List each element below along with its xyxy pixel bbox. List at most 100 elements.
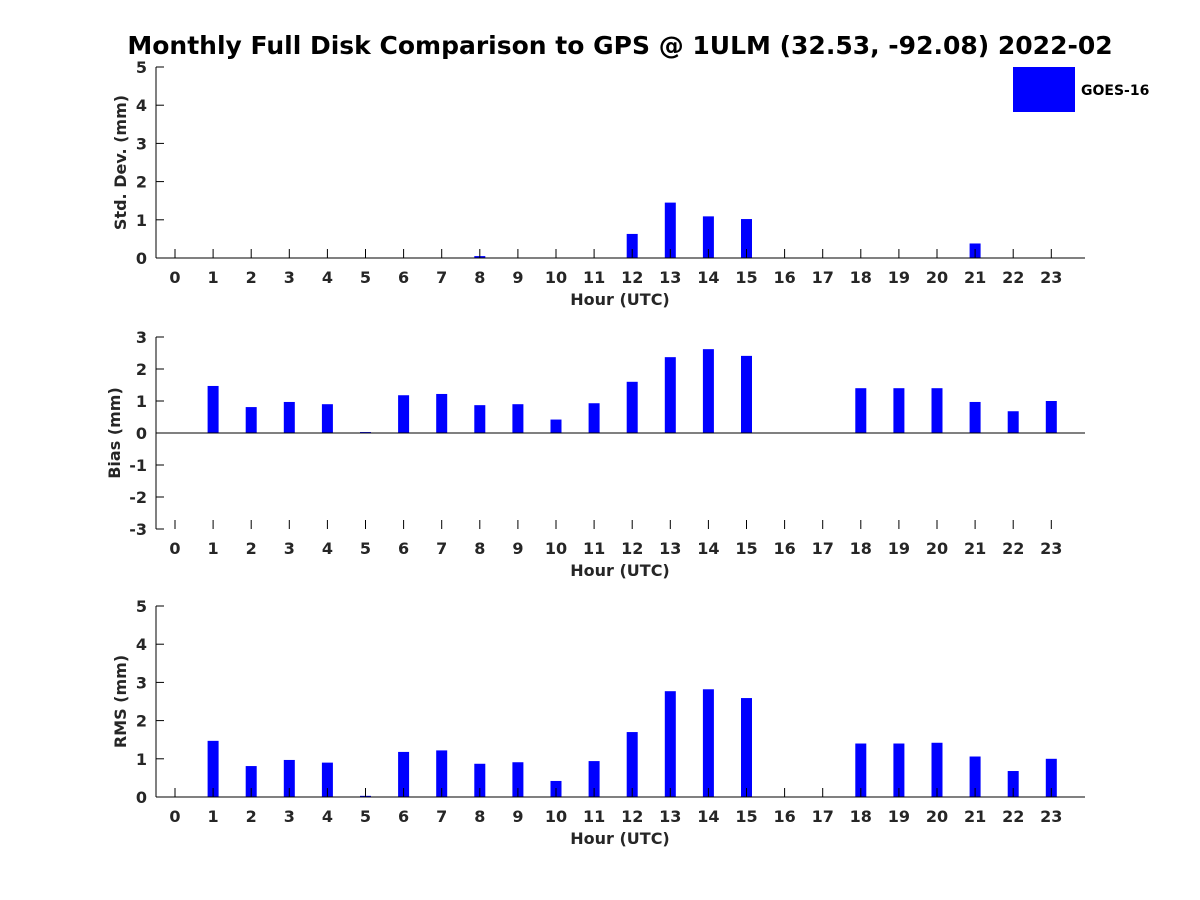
bar-hour-6 [398,751,410,797]
y-tick-label: 4 [136,96,147,115]
x-tick-label: 18 [850,268,872,287]
x-tick-label: 22 [1002,807,1024,826]
y-tick-label: 0 [136,424,147,443]
y-tick-label: 4 [136,635,147,654]
x-tick-label: 16 [773,539,795,558]
y-tick-label: 0 [136,788,147,807]
x-tick-label: 14 [697,807,719,826]
x-tick-label: 8 [474,807,485,826]
y-tick-label: 3 [136,328,147,347]
bar-hour-23 [1045,401,1057,433]
x-tick-label: 11 [583,807,605,826]
x-tick-label: 3 [284,268,295,287]
x-tick-label: 4 [322,268,333,287]
y-tick-label: 2 [136,173,147,192]
bar-hour-4 [321,404,333,433]
bar-hour-10 [550,419,562,433]
x-tick-label: 23 [1040,807,1062,826]
bar-hour-14 [702,689,714,797]
x-tick-label: 17 [812,539,834,558]
bar-hour-12 [626,381,638,433]
bar-hour-7 [436,750,448,797]
x-tick-label: 20 [926,268,948,287]
bar-hour-15 [741,698,752,797]
bar-hour-13 [664,202,676,258]
x-tick-label: 20 [926,807,948,826]
y-tick-label: 3 [136,673,147,692]
x-tick-label: 3 [284,807,295,826]
bar-hour-1 [207,740,219,797]
x-tick-label: 17 [812,807,834,826]
x-tick-label: 11 [583,539,605,558]
x-tick-label: 1 [208,268,219,287]
x-tick-label: 10 [545,539,567,558]
x-tick-label: 15 [735,268,757,287]
bar-hour-14 [702,349,714,433]
x-tick-label: 11 [583,268,605,287]
x-tick-label: 1 [208,539,219,558]
y-tick-label: 2 [136,712,147,731]
x-tick-label: 23 [1040,268,1062,287]
x-tick-label: 13 [659,807,681,826]
bar-hour-19 [893,743,905,797]
x-tick-label: 22 [1002,539,1024,558]
x-tick-label: 15 [735,539,757,558]
x-tick-label: 16 [773,268,795,287]
bar-hour-3 [283,759,295,797]
x-tick-label: 10 [545,268,567,287]
bar-hour-19 [893,388,905,433]
y-tick-label: 0 [136,249,147,268]
bar-hour-14 [702,216,714,258]
x-tick-label: 0 [169,268,180,287]
y-tick-label: 1 [136,392,147,411]
y-tick-label: 1 [136,750,147,769]
x-tick-label: 21 [964,268,986,287]
x-tick-label: 8 [474,539,485,558]
x-tick-label: 3 [284,539,295,558]
x-tick-label: 18 [850,807,872,826]
x-tick-label: 9 [512,268,523,287]
x-tick-label: 18 [850,539,872,558]
bar-hour-8 [474,405,486,433]
bar-hour-2 [245,407,257,433]
x-tick-label: 5 [360,539,371,558]
bar-hour-20 [931,742,943,797]
bar-hour-22 [1007,411,1019,433]
legend-label: GOES-16 [1081,83,1149,99]
x-tick-label: 14 [697,268,719,287]
x-axis-label: Hour (UTC) [570,561,670,580]
x-tick-label: 6 [398,539,409,558]
bar-hour-8 [474,763,486,797]
y-tick-label: 5 [136,58,147,77]
y-axis-label: Std. Dev. (mm) [111,95,130,230]
x-axis-label: Hour (UTC) [570,829,670,848]
y-axis-label: RMS (mm) [111,655,130,748]
x-tick-label: 2 [246,539,257,558]
x-tick-label: 19 [888,539,910,558]
x-axis-label: Hour (UTC) [570,290,670,309]
x-tick-label: 15 [735,807,757,826]
x-tick-label: 2 [246,807,257,826]
y-tick-label: 1 [136,211,147,230]
x-tick-label: 19 [888,807,910,826]
y-axis-label: Bias (mm) [105,387,124,479]
figure-title: Monthly Full Disk Comparison to GPS @ 1U… [127,31,1112,60]
x-tick-label: 6 [398,807,409,826]
bar-hour-13 [664,691,676,797]
bar-hour-21 [969,756,981,797]
x-tick-label: 21 [964,539,986,558]
bar-hour-15 [741,219,752,258]
y-tick-label: 5 [136,597,147,616]
bar-hour-11 [588,403,600,433]
legend-swatch [1013,67,1075,112]
x-tick-label: 2 [246,268,257,287]
x-tick-label: 5 [360,807,371,826]
x-tick-label: 12 [621,807,643,826]
bar-hour-9 [512,404,524,433]
bar-hour-18 [855,388,867,433]
